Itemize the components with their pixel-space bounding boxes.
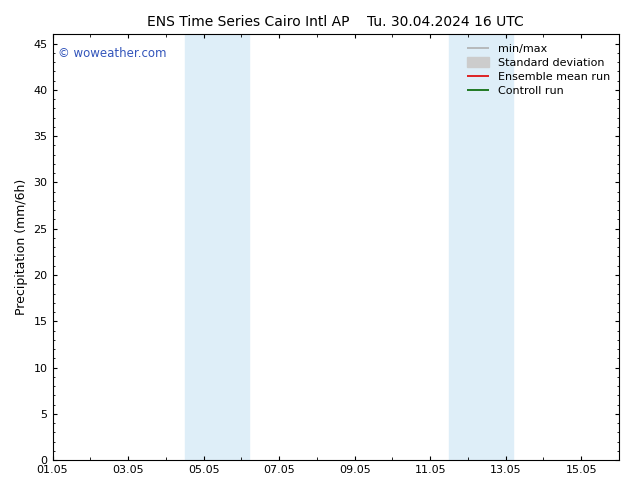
Bar <box>449 34 514 460</box>
Text: © woweather.com: © woweather.com <box>58 47 167 60</box>
Title: ENS Time Series Cairo Intl AP    Tu. 30.04.2024 16 UTC: ENS Time Series Cairo Intl AP Tu. 30.04.… <box>147 15 524 29</box>
Legend: min/max, Standard deviation, Ensemble mean run, Controll run: min/max, Standard deviation, Ensemble me… <box>462 39 614 101</box>
Y-axis label: Precipitation (mm/6h): Precipitation (mm/6h) <box>15 179 28 316</box>
Bar <box>184 34 249 460</box>
